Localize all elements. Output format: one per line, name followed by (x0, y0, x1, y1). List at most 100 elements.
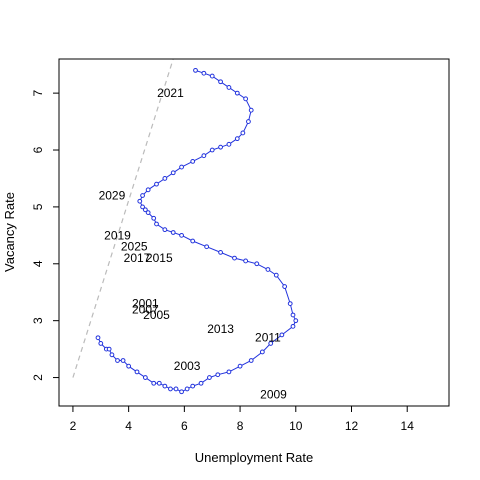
y-tick-label: 4 (31, 260, 45, 267)
data-point (273, 272, 279, 278)
data-point (170, 230, 176, 235)
data-point (248, 358, 254, 363)
y-tick-label: 2 (31, 374, 45, 381)
data-point (201, 70, 207, 76)
axes-layer: 2 4 6 8 10 12 14 2 3 4 5 6 7 (31, 89, 414, 433)
x-tick-label: 6 (181, 419, 188, 433)
data-point (226, 369, 232, 375)
data-point (106, 346, 112, 352)
data-point (190, 158, 196, 164)
y-tick-label: 5 (31, 203, 45, 210)
data-point (156, 380, 162, 386)
data-point (98, 341, 104, 346)
year-annotation: 2019 (104, 228, 131, 242)
data-point (279, 332, 285, 338)
data-point (207, 375, 212, 380)
data-point (140, 193, 145, 198)
data-point (137, 198, 143, 204)
data-point (218, 79, 223, 85)
data-point (198, 380, 204, 386)
data-point (243, 96, 249, 102)
data-point (268, 341, 274, 346)
data-point (218, 250, 223, 255)
data-point (226, 85, 232, 90)
year-annotation: 2009 (260, 388, 287, 402)
data-point (109, 352, 115, 358)
data-point (142, 207, 148, 213)
data-point (134, 369, 140, 375)
year-annotation: 2025 (121, 240, 148, 254)
year-annotation: 2013 (207, 322, 234, 336)
year-annotation: 2017 (124, 251, 151, 265)
data-point (293, 318, 299, 324)
x-tick-label: 2 (70, 419, 77, 433)
y-tick-label: 3 (31, 317, 45, 324)
data-point (173, 386, 179, 392)
data-point (240, 130, 246, 136)
x-tick-label: 14 (401, 419, 415, 433)
data-point (140, 204, 145, 210)
reference-line (72, 58, 174, 378)
data-point (201, 153, 207, 159)
data-point (145, 210, 151, 215)
data-point (184, 386, 190, 392)
data-point (209, 73, 215, 79)
data-point (226, 141, 232, 147)
data-point (162, 176, 168, 181)
data-point (115, 358, 120, 363)
data-point (209, 147, 215, 153)
data-point (170, 170, 176, 176)
x-axis-label: Unemployment Rate (195, 450, 314, 465)
data-point (190, 383, 196, 389)
data-point (259, 349, 265, 355)
data-point (232, 255, 237, 261)
y-axis-label: Vacancy Rate (2, 192, 17, 272)
data-point (154, 221, 159, 227)
plot-frame (58, 58, 450, 407)
data-point (193, 67, 198, 73)
year-annotation: 2001 (132, 297, 159, 311)
year-annotation: 2011 (255, 331, 281, 345)
data-point (179, 232, 184, 238)
data-point (190, 238, 196, 244)
x-tick-label: 10 (289, 419, 303, 433)
data-point (237, 363, 243, 369)
data-point (234, 90, 240, 96)
data-point (265, 267, 271, 272)
data-point (215, 372, 221, 378)
data-point (246, 119, 251, 124)
data-point (179, 389, 184, 395)
data-point (218, 144, 223, 150)
data-point (154, 181, 159, 187)
data-point (142, 375, 148, 380)
data-point (162, 383, 168, 389)
x-tick-label: 8 (237, 419, 244, 433)
data-point (248, 107, 254, 113)
data-point (282, 284, 288, 289)
data-point (145, 187, 151, 193)
year-annotation: 2015 (146, 251, 173, 265)
data-point (234, 136, 240, 142)
year-annotation: 2029 (99, 189, 126, 203)
y-tick-label: 6 (31, 146, 45, 153)
year-annotation: 2005 (143, 308, 170, 322)
data-point (290, 323, 296, 329)
year-annotation: 2021 (157, 86, 184, 100)
data-point (287, 301, 293, 307)
x-tick-label: 12 (345, 419, 359, 433)
data-point (95, 335, 101, 341)
data-point (290, 312, 296, 318)
data-point (254, 261, 260, 267)
data-point (243, 258, 249, 264)
data-point (120, 358, 126, 363)
data-point (151, 215, 157, 221)
data-point (162, 227, 168, 233)
year-annotation: 2003 (174, 359, 201, 373)
data-point (179, 164, 184, 170)
year-annotation: 2007 (132, 302, 159, 316)
data-point (126, 363, 132, 369)
data-point (204, 244, 210, 250)
